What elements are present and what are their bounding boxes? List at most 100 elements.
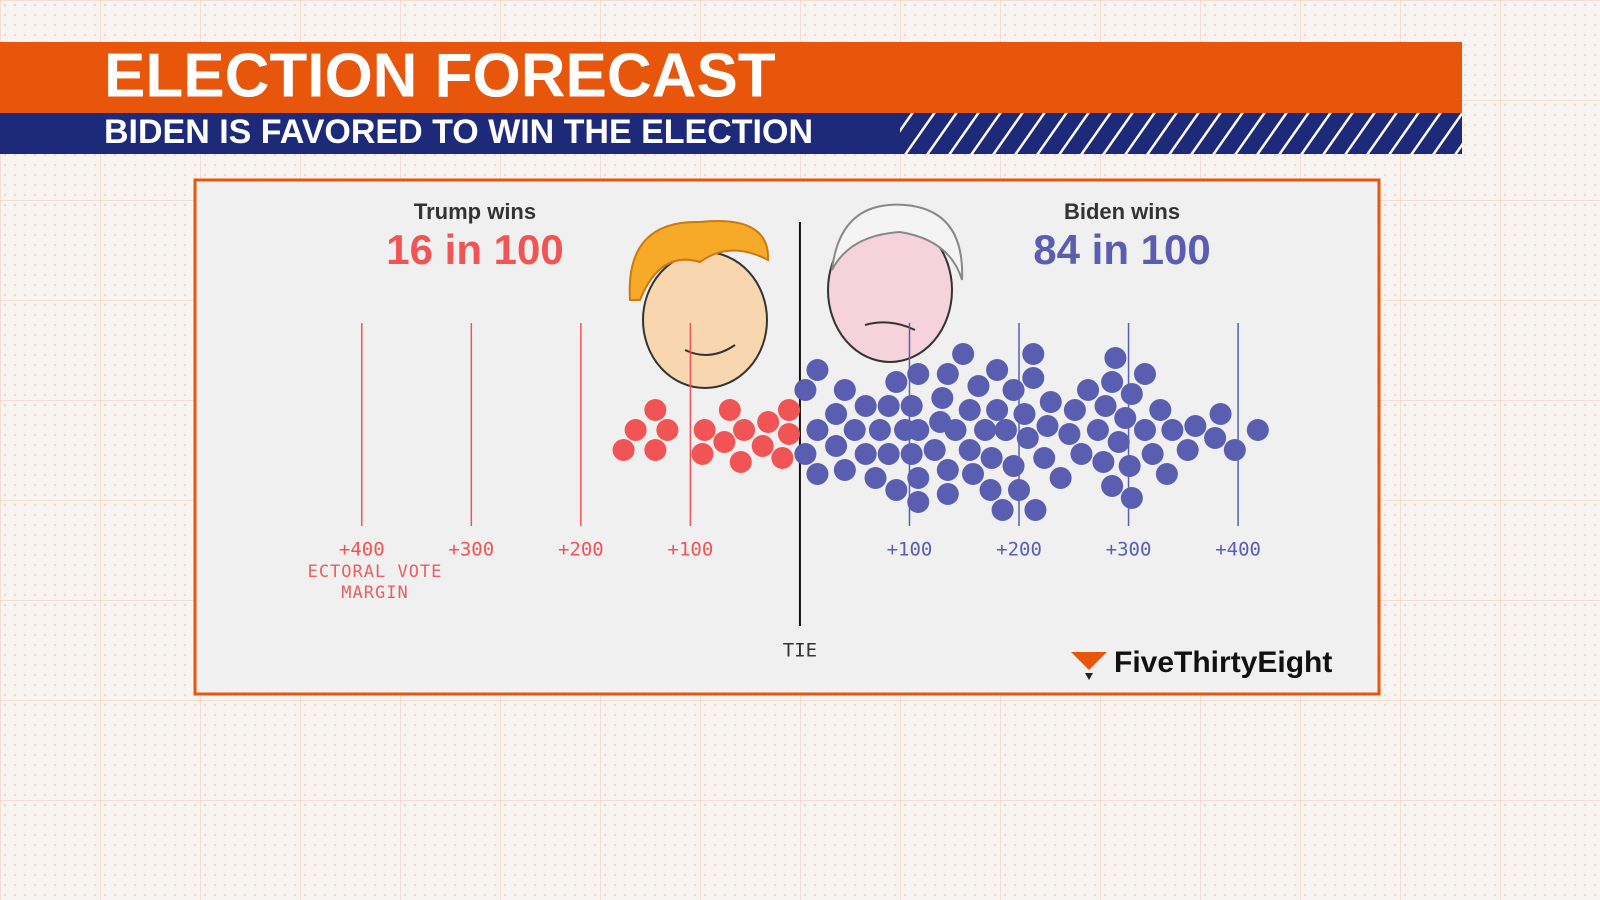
- title: ELECTION FORECAST: [104, 41, 776, 110]
- dot: [1013, 403, 1036, 425]
- dot: [1176, 439, 1199, 461]
- dot: [1063, 399, 1086, 421]
- dot: [1016, 427, 1039, 449]
- plot: +400 +300 +200 +100 TIE +100 +200 +300 +400: [339, 222, 1269, 662]
- x-tick-label: +400: [339, 539, 385, 561]
- dot: [733, 419, 756, 441]
- source: FiveThirtyEight: [1114, 646, 1332, 679]
- dot: [794, 443, 817, 465]
- dot: [1120, 383, 1143, 405]
- dot: [1141, 443, 1164, 465]
- x-tick-label: +400: [1215, 539, 1261, 561]
- dot: [885, 371, 908, 393]
- dot: [967, 375, 990, 397]
- dot: [1033, 447, 1056, 469]
- biden-face: [827, 203, 964, 363]
- x-tick-label: +200: [558, 539, 604, 561]
- summary: 16 in 100: [386, 226, 563, 273]
- dot: [994, 419, 1017, 441]
- dot: [877, 443, 900, 465]
- dot: [691, 443, 714, 465]
- dot: [644, 399, 667, 421]
- dot: [854, 395, 877, 417]
- dot: [1022, 343, 1045, 365]
- dot: [713, 431, 736, 453]
- dot: [624, 419, 647, 441]
- dot: [656, 419, 679, 441]
- dot: [1149, 399, 1172, 421]
- dot: [958, 399, 981, 421]
- dot: [1155, 463, 1178, 485]
- dot: [986, 359, 1009, 381]
- logo: [1071, 652, 1107, 680]
- dot: [1101, 371, 1124, 393]
- dot: [843, 419, 866, 441]
- dot: [1161, 419, 1184, 441]
- dot: [1086, 419, 1109, 441]
- dot: [1049, 467, 1072, 489]
- x-tick-label: +300: [1106, 539, 1152, 561]
- dot: [1024, 499, 1047, 521]
- dot: [644, 439, 667, 461]
- dot: [974, 419, 997, 441]
- title-band: [0, 42, 1462, 113]
- dot: [1036, 415, 1059, 437]
- dot: [806, 419, 829, 441]
- dot: [1246, 419, 1269, 441]
- dot: [806, 359, 829, 381]
- dot: [1118, 455, 1141, 477]
- dot: [1002, 455, 1025, 477]
- dot: [1039, 391, 1062, 413]
- dot: [944, 419, 967, 441]
- dot: [907, 467, 930, 489]
- dot: [777, 399, 800, 421]
- dot: [718, 399, 741, 421]
- dot: [757, 411, 780, 433]
- dot: [1008, 479, 1031, 501]
- dot: [833, 379, 856, 401]
- dot: [1209, 403, 1232, 425]
- dot: [1120, 487, 1143, 509]
- dot: [907, 419, 930, 441]
- dot: [962, 463, 985, 485]
- dot: [907, 491, 930, 513]
- dot: [1184, 415, 1207, 437]
- dot: [693, 419, 716, 441]
- summary: 84 in 100: [1033, 226, 1210, 273]
- dot: [1077, 379, 1100, 401]
- dot: [980, 447, 1003, 469]
- dot: [612, 439, 635, 461]
- dot: [877, 395, 900, 417]
- legend-name: Trump wins: [414, 199, 536, 224]
- dot: [1002, 379, 1025, 401]
- x-tick-label: +300: [448, 539, 494, 561]
- subtitle: BIDEN IS FAVORED TO WIN THE ELECTION: [104, 113, 813, 151]
- dot: [1133, 363, 1156, 385]
- dot: [936, 363, 959, 385]
- dot: [794, 379, 817, 401]
- dot: [958, 439, 981, 461]
- dot: [900, 395, 923, 417]
- dot: [868, 419, 891, 441]
- dot: [1070, 443, 1093, 465]
- legend-name: Biden wins: [1064, 199, 1180, 224]
- x-tick-label: TIE: [783, 640, 817, 662]
- dot: [1107, 431, 1130, 453]
- stripes: [900, 113, 1462, 154]
- dot: [936, 483, 959, 505]
- dot: [825, 403, 848, 425]
- x-tick-label: +100: [668, 539, 714, 561]
- dot: [923, 439, 946, 461]
- dot: [771, 447, 794, 469]
- dot: [806, 463, 829, 485]
- dot: [1101, 475, 1124, 497]
- dot: [1094, 395, 1117, 417]
- dot: [1114, 407, 1137, 429]
- dot: [777, 423, 800, 445]
- dot: [936, 459, 959, 481]
- dot: [991, 499, 1014, 521]
- x-axis-label: ECTORAL VOTE MARGIN: [307, 562, 443, 603]
- dot: [907, 363, 930, 385]
- trump-face: [628, 220, 770, 389]
